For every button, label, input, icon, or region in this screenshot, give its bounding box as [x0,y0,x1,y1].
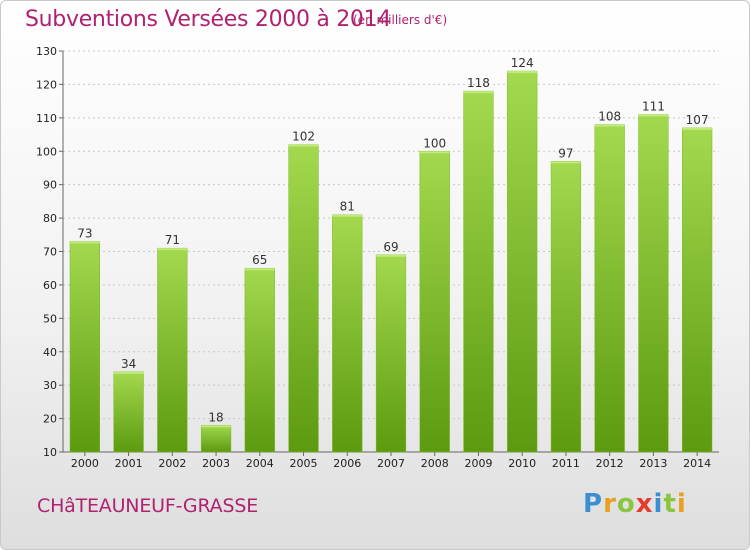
bar-2012 [594,124,625,453]
y-tick-label: 10 [43,446,57,459]
proxiti-logo: Proxiti [583,489,687,519]
bar-2013 [638,114,669,453]
bar-2004 [244,267,275,453]
bar-2001 [113,371,144,453]
bar-highlight-2006 [332,214,363,217]
x-tick-label-2007: 2007 [377,457,405,470]
data-label-2005: 102 [292,130,315,144]
x-tick-label-2005: 2005 [290,457,318,470]
x-tick-label-2010: 2010 [508,457,536,470]
y-tick-label: 50 [43,312,57,325]
y-tick-label: 20 [43,413,57,426]
y-tick-label: 90 [43,179,57,192]
bar-2005 [288,144,319,453]
x-tick-label-2003: 2003 [202,457,230,470]
bar-2002 [157,247,188,453]
bar-2003 [200,425,232,453]
data-label-2006: 81 [340,200,355,214]
x-tick-label-2001: 2001 [115,457,143,470]
data-label-2012: 108 [598,110,621,124]
bar-highlight-2010 [507,71,538,74]
bar-2008 [419,151,450,453]
bar-highlight-2002 [157,248,188,251]
x-tick-label-2011: 2011 [552,457,580,470]
bar-highlight-2008 [419,151,450,154]
bars [69,70,713,453]
data-label-2002: 71 [165,233,180,247]
y-tick-label: 130 [36,45,57,58]
data-label-2008: 100 [423,136,446,150]
bar-highlight-2004 [244,268,275,271]
data-label-2001: 34 [121,357,136,371]
x-tick-label-2002: 2002 [158,457,186,470]
x-tick-label-2006: 2006 [333,457,361,470]
data-label-2011: 97 [558,146,573,160]
y-tick-label: 70 [43,246,57,259]
chart-title: Subventions Versées 2000 à 2014 [25,7,392,32]
bar-highlight-2009 [463,91,494,94]
y-tick-label: 110 [36,112,57,125]
bar-highlight-2012 [594,124,625,127]
y-tick-label: 100 [36,145,57,158]
y-tick-label: 40 [43,346,57,359]
data-label-2000: 73 [77,226,92,240]
bar-2014 [682,127,713,453]
bar-2010 [507,70,538,453]
y-tick-label: 60 [43,279,57,292]
data-label-2009: 118 [467,76,490,90]
data-labels: 73 34 71 18 65 102 81 69 100 118 124 97 108 111 107 [77,56,708,424]
bar-highlight-2001 [113,371,144,374]
x-tick-label-2004: 2004 [246,457,274,470]
bar-highlight-2007 [376,254,406,257]
bar-highlight-2013 [638,114,669,117]
y-tick-label: 80 [43,212,57,225]
bar-2009 [463,90,494,453]
y-tick-label: 30 [43,379,57,392]
x-tick-label-2000: 2000 [71,457,99,470]
x-tick-label-2009: 2009 [464,457,492,470]
x-tick-label-2013: 2013 [639,457,667,470]
bar-highlight-2014 [682,127,713,130]
y-tick-label: 120 [36,78,57,91]
bar-highlight-2003 [201,425,231,428]
bar-2007 [375,254,407,453]
chart-unit-note: (en milliers d'€) [353,13,448,27]
x-tick-label-2014: 2014 [683,457,711,470]
data-label-2013: 111 [642,99,665,113]
data-label-2004: 65 [252,253,267,267]
bar-2011 [550,161,582,453]
data-label-2010: 124 [511,56,534,70]
data-label-2003: 18 [208,410,223,424]
bar-2006 [332,214,363,453]
data-label-2014: 107 [686,113,709,127]
data-label-2007: 69 [383,240,398,254]
bar-highlight-2000 [69,241,100,244]
bar-highlight-2011 [551,161,581,164]
x-tick-label-2012: 2012 [596,457,624,470]
x-tick-label-2008: 2008 [421,457,449,470]
bar-highlight-2005 [288,144,319,147]
bar-2000 [69,241,100,453]
commune-name: CHâTEAUNEUF-GRASSE [37,495,258,517]
